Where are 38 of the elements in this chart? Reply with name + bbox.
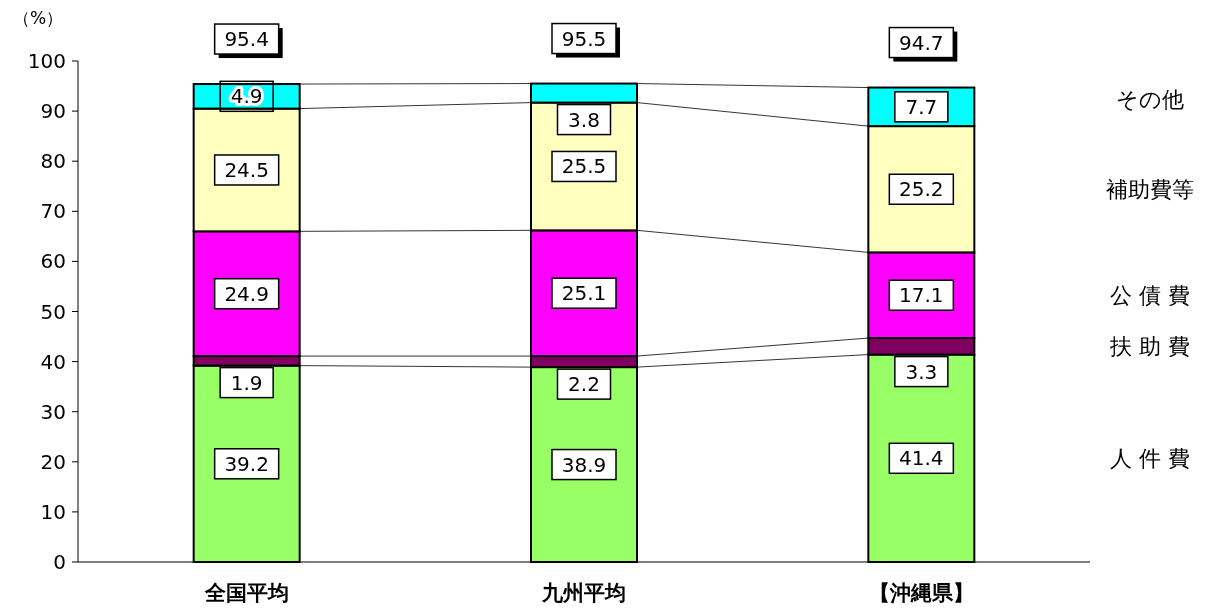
x-tick-label: 九州平均 xyxy=(541,581,626,605)
text: 公 債 費 xyxy=(1110,283,1190,309)
x-tick-label: 全国平均 xyxy=(203,581,289,605)
data-label: 25.1 xyxy=(561,281,607,306)
data-label: 38.9 xyxy=(561,452,607,477)
x-tick-label: 【沖縄県】 xyxy=(868,581,974,605)
y-tick-label: 90 xyxy=(40,99,66,124)
y-tick-label: 10 xyxy=(40,499,66,524)
total-label: 94.7 xyxy=(899,30,944,55)
text: 扶 助 費 xyxy=(1109,334,1190,360)
y-tick-label: 40 xyxy=(40,349,66,374)
total-label: 95.5 xyxy=(561,26,607,51)
data-label: 4.9 xyxy=(230,84,263,109)
data-label: 1.9 xyxy=(230,370,263,395)
data-label: 24.9 xyxy=(224,281,269,306)
y-tick-label: 100 xyxy=(27,49,66,73)
y-tick-label: 80 xyxy=(40,149,66,174)
data-label: 7.7 xyxy=(905,94,938,119)
data-label: 2.2 xyxy=(568,372,600,397)
y-tick-label: 50 xyxy=(40,299,66,324)
data-label: 39.2 xyxy=(224,451,269,476)
y-tick-label: 30 xyxy=(40,399,66,424)
text: 人 件 費 xyxy=(1110,446,1190,472)
text: 補助費等 xyxy=(1106,177,1194,203)
data-label: 25.5 xyxy=(561,154,607,179)
data-label: 41.4 xyxy=(899,446,944,471)
y-axis-title: （%） xyxy=(12,8,64,28)
y-tick-label: 0 xyxy=(53,550,66,574)
y-tick-label: 70 xyxy=(40,199,66,224)
text: その他 xyxy=(1116,86,1184,112)
data-label: 24.5 xyxy=(224,157,269,182)
total-label: 95.4 xyxy=(224,27,269,52)
data-label: 17.1 xyxy=(899,283,944,308)
data-label: 3.3 xyxy=(905,359,938,384)
data-label: 3.8 xyxy=(568,107,600,132)
y-tick-label: 60 xyxy=(40,249,66,274)
y-tick-label: 20 xyxy=(40,449,66,474)
data-label: 25.2 xyxy=(899,177,944,202)
